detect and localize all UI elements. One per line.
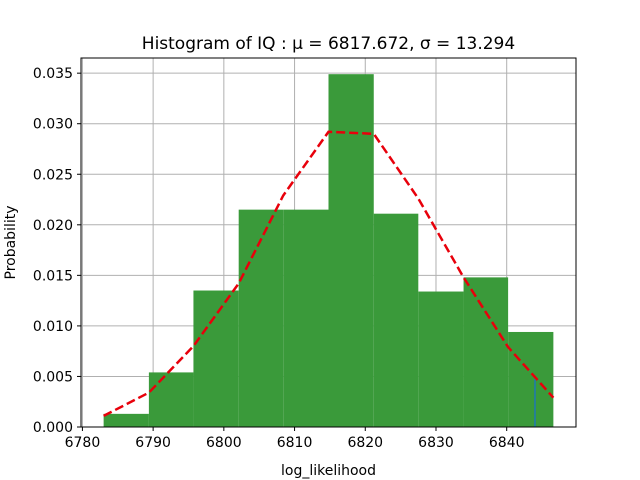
histogram-bar [328,74,374,427]
chart-title: Histogram of IQ : μ = 6817.672, σ = 13.2… [142,34,515,54]
x-tick-label: 6820 [347,435,383,451]
histogram-bar [193,290,239,427]
fit-curve [103,130,555,427]
x-axis-ticks: 6780 6790 6800 6810 6820 6830 6840 [65,427,525,451]
plot-frame [80,57,577,428]
x-tick-label: 6780 [65,435,101,451]
y-tick-label: 0.020 [33,218,73,234]
y-axis-ticks: 0.000 0.005 0.010 0.015 0.020 0.025 0.030 0.035 [33,66,81,436]
histogram-bars [103,74,554,427]
x-tick-label: 6840 [489,435,525,451]
histogram-bar [418,291,464,427]
series-line [103,130,555,417]
x-tick-label: 6800 [206,435,242,451]
y-axis-label: Probability [3,205,19,279]
x-tick-label: 6810 [277,435,313,451]
y-tick-label: 0.025 [33,167,73,183]
x-axis-label: log_likelihood [281,463,376,479]
y-tick-label: 0.015 [33,268,73,284]
y-tick-label: 0.030 [33,117,73,133]
histogram-bar [508,331,554,427]
y-tick-label: 0.005 [33,369,73,385]
y-tick-label: 0.000 [33,420,73,436]
y-tick-label: 0.035 [33,66,73,82]
histogram-bar [463,277,509,427]
histogram-bar [238,209,284,427]
histogram-bar [283,209,329,427]
y-tick-label: 0.010 [33,319,73,335]
histogram-bar [373,213,419,427]
histogram-bar [148,372,194,427]
x-tick-label: 6790 [135,435,171,451]
histogram-bar [103,413,149,427]
x-tick-label: 6830 [418,435,454,451]
